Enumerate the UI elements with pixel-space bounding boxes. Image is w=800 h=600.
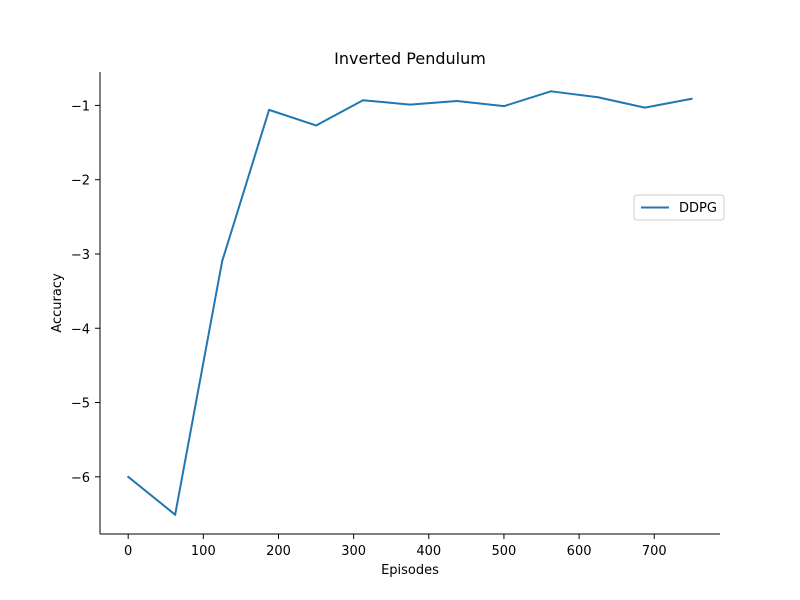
x-tick-label: 400 [416,544,441,559]
y-tick-label: −4 [71,322,90,337]
data-point [409,103,411,106]
y-axis-label: Accuracy [50,273,65,333]
data-point [362,99,365,102]
legend-frame [633,194,725,221]
x-tick-label: 600 [567,544,592,559]
x-axis-label: Episodes [381,563,439,578]
data-point [174,513,177,516]
y-tick-label: −3 [71,248,90,263]
x-tick-label: 200 [266,544,291,559]
series-layer [127,90,693,516]
x-tick-label: 100 [191,544,216,559]
y-tick-label: −6 [71,471,90,486]
data-point [502,105,505,108]
x-tick-label: 500 [492,544,517,559]
y-tick-label: −1 [71,99,90,114]
x-tick-label: 300 [341,544,366,559]
data-point [221,260,224,263]
data-point [455,99,458,102]
x-tick-label: 700 [642,544,667,559]
legend: DDPG [633,194,725,221]
chart-title: Inverted Pendulum [334,49,486,68]
data-point [127,475,130,478]
x-tick-label: 0 [124,544,132,559]
y-tick-label: −2 [71,174,90,189]
data-point [596,96,599,99]
data-point [549,90,552,93]
legend-label-ddpg: DDPG [679,201,717,216]
y-ticks: −6 −5 −4 −3 −2 −1 [71,99,100,486]
y-tick-label: −5 [71,397,90,412]
data-point [690,97,693,100]
x-ticks: 0 100 200 300 400 500 600 700 [124,534,667,559]
data-point [315,124,318,127]
data-point [643,106,646,109]
data-point [268,108,271,111]
